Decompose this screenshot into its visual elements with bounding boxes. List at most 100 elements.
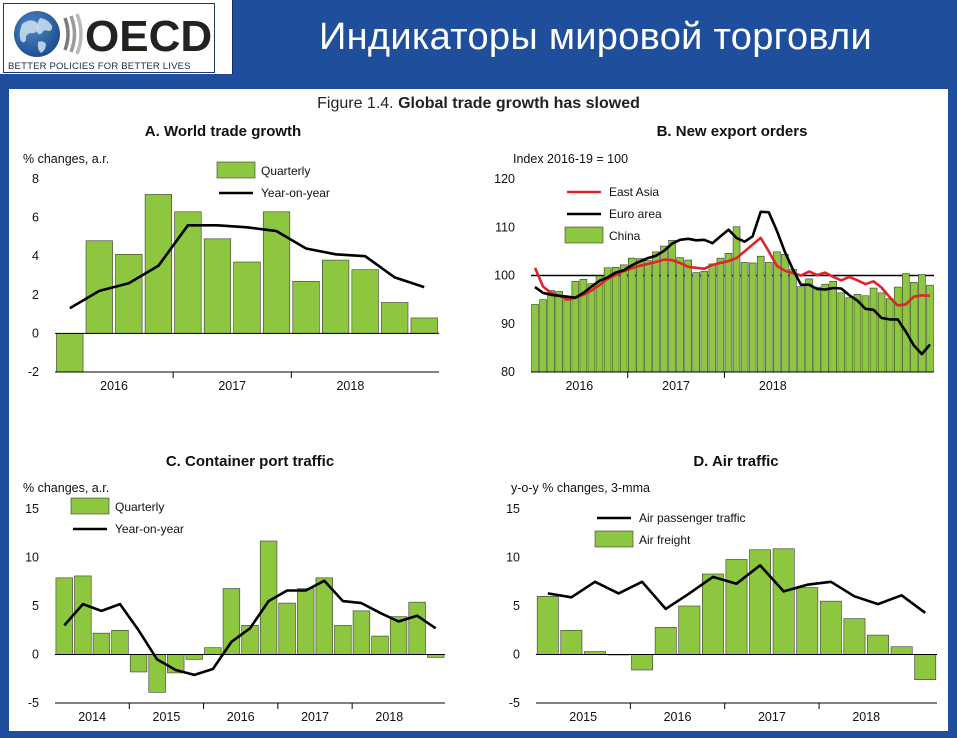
x-tick-label: 2017 xyxy=(218,379,246,393)
bar xyxy=(716,257,725,373)
bar xyxy=(725,559,748,655)
legend-label: Quarterly xyxy=(115,500,164,514)
bar xyxy=(74,575,92,655)
y-tick-label: 8 xyxy=(32,172,39,186)
y-tick-label: 0 xyxy=(32,326,39,340)
bar xyxy=(843,618,866,655)
bar xyxy=(845,297,854,373)
bar xyxy=(278,602,296,655)
y-tick-label: 5 xyxy=(513,599,520,613)
legend-label: Year-on-year xyxy=(115,522,184,536)
y-axis-label: y-o-y % changes, 3-mma xyxy=(511,481,650,495)
bar xyxy=(115,253,143,334)
bar xyxy=(381,302,409,334)
bar xyxy=(174,211,202,334)
bar xyxy=(222,588,241,655)
bar xyxy=(918,274,926,373)
legend-label: Year-on-year xyxy=(261,186,330,200)
bar xyxy=(204,647,222,655)
x-tick-label: 2018 xyxy=(852,710,880,724)
y-tick-label: 120 xyxy=(494,172,515,186)
bar xyxy=(531,304,539,373)
y-tick-label: 100 xyxy=(494,269,515,283)
chart-title: C. Container port traffic xyxy=(166,453,334,470)
series-line xyxy=(547,563,926,614)
x-tick-label: 2018 xyxy=(336,379,364,393)
x-tick-label: 2014 xyxy=(78,710,106,724)
bar xyxy=(877,292,886,373)
bar xyxy=(185,654,203,660)
bar xyxy=(773,251,781,373)
header: OECD BETTER POLICIES FOR BETTER LIVES Ин… xyxy=(0,0,957,78)
bar xyxy=(756,255,765,373)
bar xyxy=(351,269,379,334)
x-tick-label: 2018 xyxy=(759,379,787,393)
bar xyxy=(627,257,636,373)
bar xyxy=(595,275,604,373)
bar xyxy=(56,333,84,373)
x-tick-label: 2018 xyxy=(375,710,403,724)
oecd-logo[interactable]: OECD BETTER POLICIES FOR BETTER LIVES xyxy=(3,3,215,73)
y-tick-label: 110 xyxy=(495,220,515,234)
bar xyxy=(410,317,438,334)
y-axis-label: Index 2016-19 = 100 xyxy=(513,152,628,166)
legend-label: China xyxy=(609,229,641,243)
bar xyxy=(708,263,717,373)
bar xyxy=(352,610,371,655)
bar xyxy=(829,280,838,373)
charts-canvas: A. World trade growth % changes, a.r. -2 0 2… xyxy=(23,123,937,724)
y-tick-label: 6 xyxy=(32,211,39,225)
logo-wordmark: OECD xyxy=(85,12,212,61)
y-tick-label: -5 xyxy=(28,696,39,710)
logo-tagline: BETTER POLICIES FOR BETTER LIVES xyxy=(8,61,191,72)
bar xyxy=(408,601,426,655)
bar xyxy=(821,283,829,373)
x-tick-label: 2017 xyxy=(662,379,690,393)
legend-label: Euro area xyxy=(609,207,662,221)
chart-title: A. World trade growth xyxy=(145,123,301,140)
bar xyxy=(902,273,910,373)
y-tick-label: 2 xyxy=(32,288,39,302)
bar xyxy=(539,299,547,373)
bar xyxy=(55,577,73,655)
legend-swatch xyxy=(594,530,634,548)
bar xyxy=(885,298,894,373)
x-tick-label: 2016 xyxy=(100,379,128,393)
series-line xyxy=(63,579,437,677)
bar xyxy=(676,257,684,373)
bar xyxy=(701,573,724,655)
bar xyxy=(644,260,652,373)
figure-title: Global trade growth has slowed xyxy=(398,95,640,112)
y-tick-label: 5 xyxy=(32,599,39,613)
bar xyxy=(654,627,677,655)
bar xyxy=(678,605,701,655)
bar xyxy=(611,266,620,373)
bar xyxy=(890,646,913,655)
chart-title: D. Air traffic xyxy=(693,453,778,470)
legend-label: East Asia xyxy=(609,185,659,199)
figure-caption: Figure 1.4. Global trade growth has slow… xyxy=(9,95,948,113)
y-tick-label: -2 xyxy=(28,365,39,379)
bar xyxy=(315,577,333,655)
bar xyxy=(587,283,596,373)
y-tick-label: 80 xyxy=(501,365,515,379)
bar xyxy=(233,261,261,334)
y-tick-label: 15 xyxy=(25,502,39,516)
bar xyxy=(748,262,757,373)
y-tick-label: 10 xyxy=(506,551,520,565)
title-bar: Индикаторы мировой торговли xyxy=(232,0,957,74)
chart-panel-b: B. New export orders Index 2016-19 = 100 8… xyxy=(494,123,934,393)
legend: Quarterly Year-on-year xyxy=(216,161,330,200)
bar xyxy=(837,292,846,373)
y-tick-label: -5 xyxy=(509,696,520,710)
bar xyxy=(867,634,889,655)
content-area: Figure 1.4. Global trade growth has slow… xyxy=(0,78,957,738)
bar xyxy=(129,654,148,673)
bar xyxy=(85,240,113,334)
series-line xyxy=(69,224,425,310)
legend-swatch xyxy=(216,161,256,179)
bar xyxy=(536,595,559,655)
bar xyxy=(547,290,555,373)
bar xyxy=(789,268,797,373)
bar xyxy=(893,286,902,373)
